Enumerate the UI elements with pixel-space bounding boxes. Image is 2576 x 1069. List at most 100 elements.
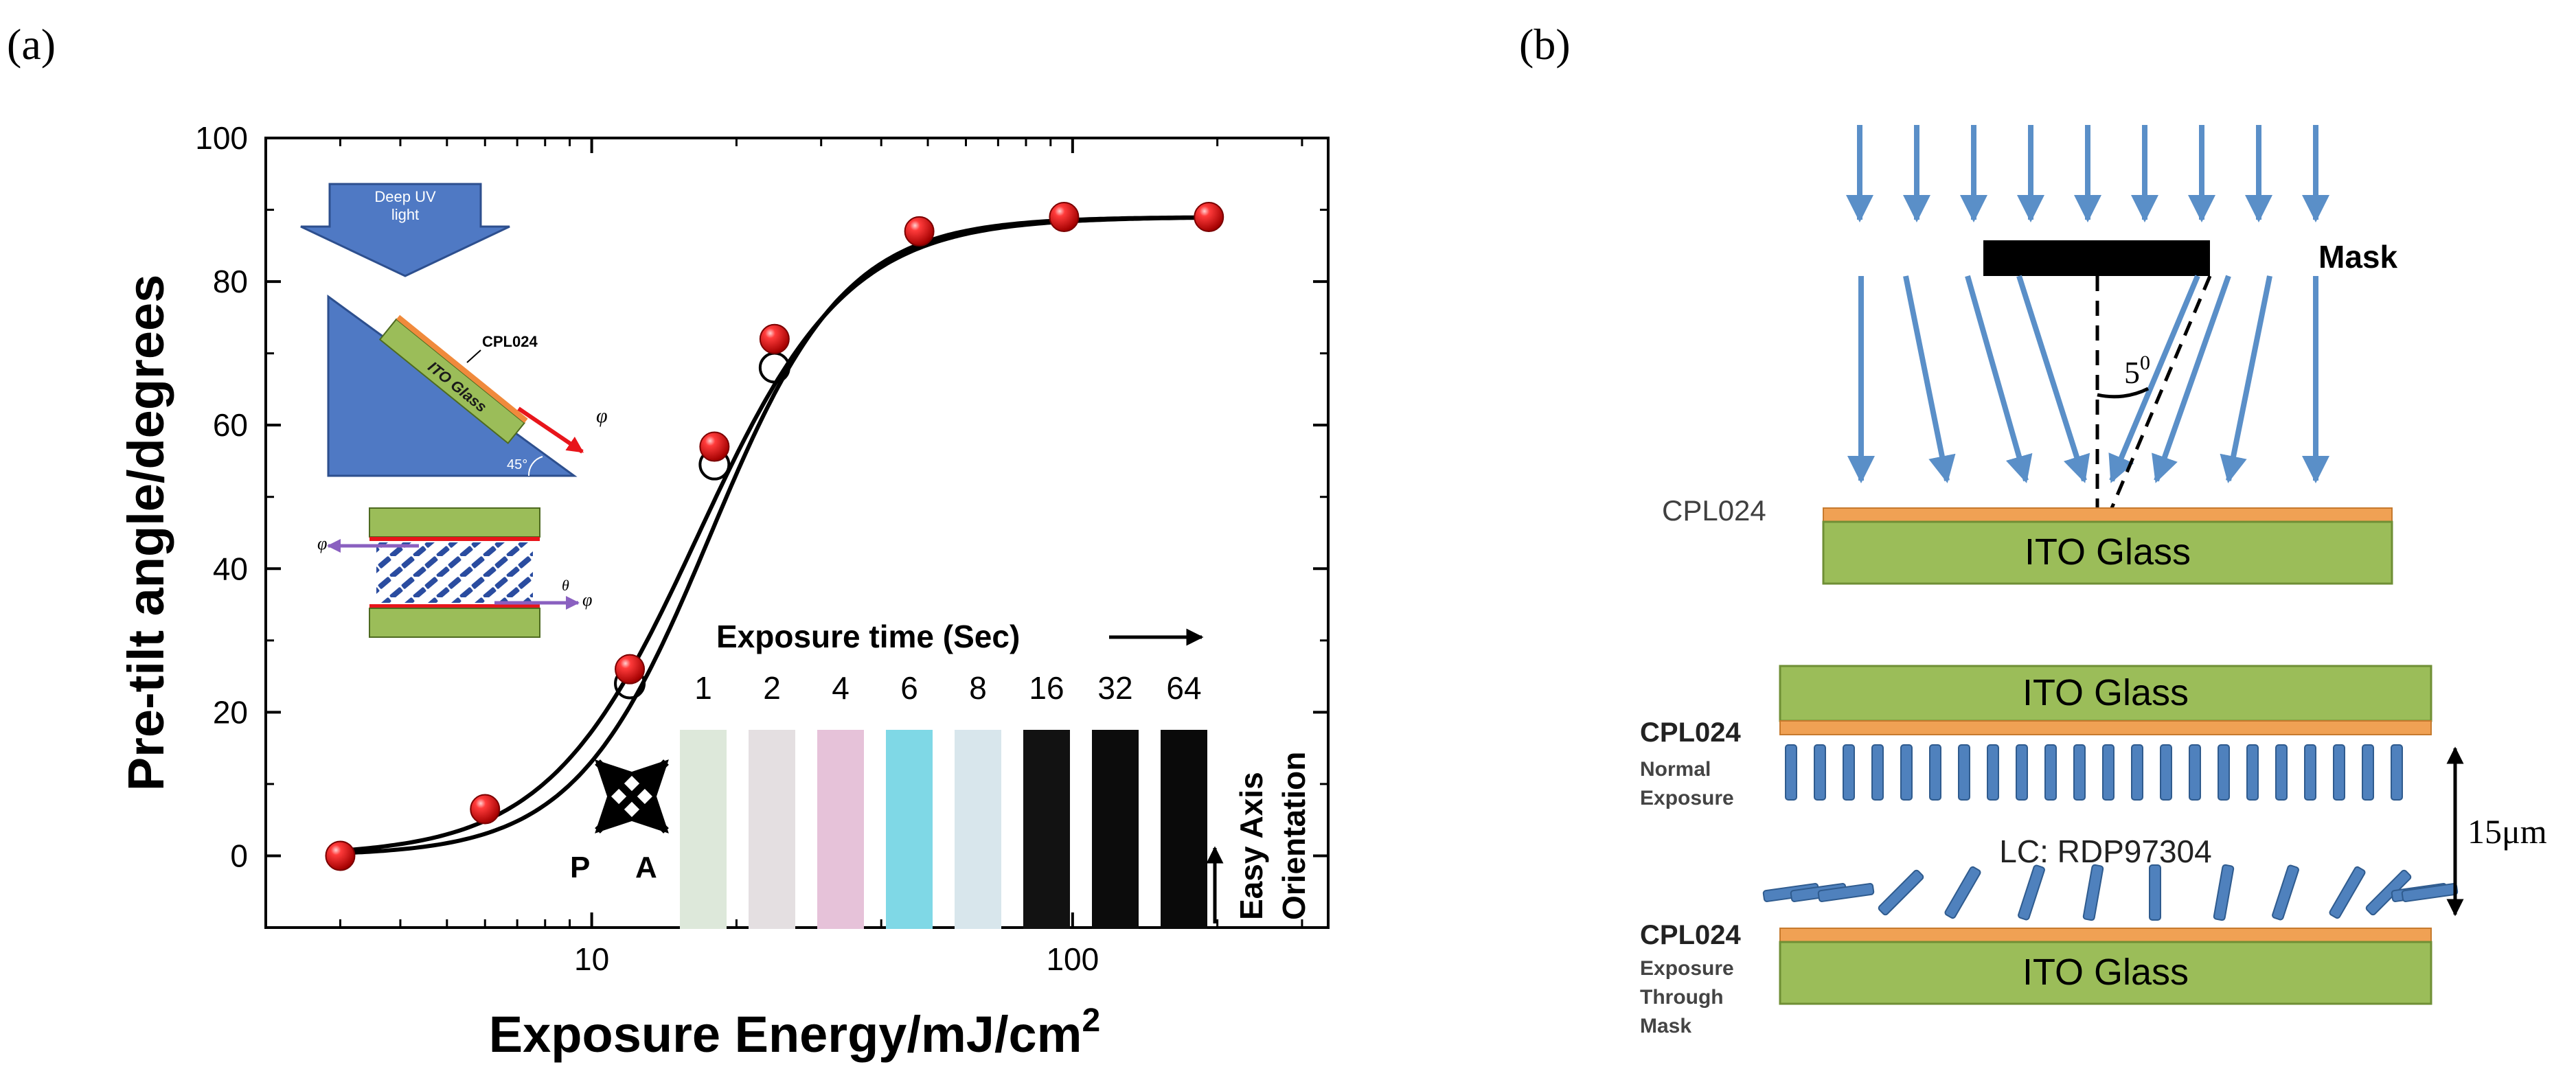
x-axis-label: Exposure Energy/mJ/cm2 (489, 1002, 1100, 1063)
lc-rod (1958, 744, 1970, 801)
uv-arrow-refracted (1965, 275, 2033, 483)
uv-arrow-refracted (2108, 275, 2200, 483)
tilted-film (396, 314, 528, 423)
axis-tick-labels: 0 20 40 60 80 100 10 100 (195, 120, 1099, 977)
refracted-uv-arrows (1847, 275, 2329, 483)
gap-label: 15μm (2467, 812, 2547, 851)
x-axis-label-superscript: 2 (1082, 1002, 1100, 1039)
lc-rod-tilted (2149, 864, 2161, 921)
panel-a: (a) 0 20 40 60 80 100 10 100 Pre-tilt angle/deg… (7, 20, 1330, 1063)
inset-exposure-swatches: Exposure time (Sec) 1 2 4 6 8 16 32 64 P A Easy… (570, 619, 1312, 929)
lc-rod (1814, 744, 1826, 801)
exposure-time-value: 4 (832, 670, 850, 706)
cell-bottom-glass (369, 608, 540, 638)
lc-rod (2362, 744, 2374, 801)
angle-5-superscript: 0 (2140, 352, 2150, 374)
lc-rod (2218, 744, 2230, 801)
angle-arc (527, 456, 543, 476)
x-axis-label-text: Exposure Energy/mJ/cm (489, 1006, 1082, 1063)
uv-arrow-text-1: Deep UV (374, 188, 436, 205)
axis-ticks (266, 137, 1328, 928)
phi-label-right: φ (582, 590, 592, 610)
red-data-point (759, 323, 790, 354)
lc-rod-shape (2149, 864, 2161, 921)
cpl-mask-label-3: Through (1640, 986, 1724, 1009)
uv-arrow-refracted (2016, 275, 2090, 483)
red-data-point (1049, 202, 1080, 232)
lc-label: LC: RDP97304 (1999, 834, 2211, 869)
lc-rod-tilted (2082, 864, 2104, 921)
inset-lc-cell: φ φ θ (317, 507, 592, 638)
cpl-mask-label-2: Exposure (1640, 957, 1734, 980)
cpl-normal-label-3: Exposure (1640, 787, 1734, 809)
cell-lower-film (1779, 928, 2432, 943)
cell-bottom-film (369, 604, 540, 608)
lc-rod (2333, 744, 2345, 801)
uv-arrow-icon (300, 183, 510, 277)
cpl-normal-label-1: CPL024 (1640, 717, 1741, 748)
x-tick-label: 100 (1046, 941, 1099, 977)
lc-rod (2189, 744, 2201, 801)
cell-upper-film (1779, 720, 2432, 735)
lc-rod-tilted (2329, 866, 2366, 919)
lc-rod (2073, 744, 2086, 801)
lc-rod-tilted (2018, 864, 2045, 921)
exposure-swatch (1161, 730, 1207, 929)
phi-label-left: φ (317, 533, 327, 553)
angle-arc-5deg (2097, 387, 2150, 399)
exposure-swatch (749, 730, 795, 929)
uv-arrow-text-2: light (391, 206, 419, 223)
lc-rod-tilted (2272, 864, 2299, 921)
exposure-swatch (817, 730, 864, 929)
exposure-time-value: 32 (1097, 670, 1132, 706)
red-data-point (325, 840, 356, 871)
mask-block (1983, 240, 2210, 276)
y-axis-label: Pre-tilt angle/degrees (117, 275, 174, 792)
lc-rod (1871, 744, 1884, 801)
exposure-time-value: 2 (763, 670, 781, 706)
lc-rod-shape (1817, 883, 1875, 902)
panel-b-label: (b) (1519, 20, 1571, 69)
swatch-labels: 1 2 4 6 8 16 32 64 (694, 670, 1201, 706)
x-tick-label: 10 (574, 941, 609, 977)
panel-a-label: (a) (7, 20, 56, 69)
lc-rod (1843, 744, 1855, 801)
lc-rod-tilted (1817, 883, 1875, 902)
film-label: CPL024 (482, 333, 538, 350)
lc-rod-shape (1878, 869, 1924, 916)
red-data-point (699, 431, 730, 462)
red-data-point (615, 654, 646, 685)
lc-rod (2160, 744, 2172, 801)
cpl-top-label: CPL024 (1662, 494, 1766, 527)
y-tick-label: 60 (213, 407, 248, 443)
y-tick-label: 100 (195, 120, 248, 156)
uv-arrow-refracted (2220, 275, 2272, 483)
polarizer-a-label: A (635, 851, 657, 884)
red-data-point (1194, 202, 1224, 232)
inset-uv-setup: Deep UV light ITO Glass CPL024 φ 45° (300, 183, 608, 477)
cell-lower-glass-label: ITO Glass (2022, 952, 2189, 993)
lc-rod-shape (2018, 864, 2045, 921)
y-tick-label: 80 (213, 264, 248, 299)
lc-rod-shape (2082, 864, 2104, 921)
lc-rod (1929, 744, 1941, 801)
top-film (1823, 507, 2393, 522)
lc-rod (1987, 744, 1999, 801)
lc-rod (1900, 744, 1913, 801)
cpl-mask-label-1: CPL024 (1640, 920, 1741, 950)
lc-rod-tilted (1878, 869, 1924, 916)
polarizer-cross-icon (595, 759, 669, 834)
red-data-point (904, 216, 935, 246)
phi-label-top: φ (596, 404, 608, 427)
cell-top-film (369, 537, 540, 541)
uv-arrow-refracted (1903, 275, 1956, 483)
lc-rod (2102, 744, 2115, 801)
lc-rod (2391, 744, 2403, 801)
lc-rod-shape (2272, 864, 2299, 921)
exposure-time-label: Exposure time (Sec) (716, 619, 1020, 654)
exposure-time-value: 16 (1029, 670, 1064, 706)
cell-lower-glass (1779, 941, 2432, 1005)
uv-arrow-refracted (2152, 275, 2231, 483)
lc-rod (2131, 744, 2143, 801)
